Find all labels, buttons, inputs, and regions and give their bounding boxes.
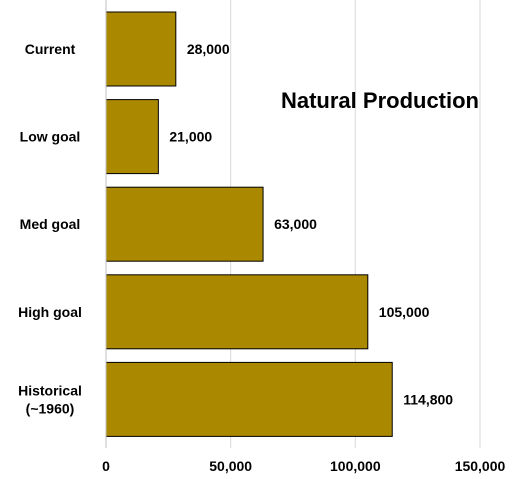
bar (105, 361, 393, 437)
category-label-line: Historical (18, 382, 82, 398)
category-label: Low goal (20, 129, 81, 145)
x-axis-ticks: 0 50,000 100,000 150,000 (102, 458, 505, 474)
x-tick-label: 150,000 (455, 458, 506, 474)
bars (105, 11, 393, 437)
category-label: Historical (~1960) (18, 382, 82, 416)
category-label: Med goal (20, 216, 81, 232)
data-label: 63,000 (274, 216, 317, 232)
bar (105, 274, 369, 350)
data-labels: 28,000 21,000 63,000 105,000 114,800 (169, 41, 453, 407)
category-label-line: Current (25, 41, 76, 57)
category-label-line: High goal (18, 304, 82, 320)
x-tick-label: 50,000 (209, 458, 252, 474)
chart-title: Natural Production (281, 88, 479, 113)
bar (105, 186, 264, 262)
data-label: 105,000 (379, 304, 430, 320)
category-label-line: (~1960) (26, 400, 75, 416)
x-tick-label: 100,000 (330, 458, 381, 474)
bar (105, 11, 177, 87)
category-labels: Current Low goal Med goal High goal Historic… (18, 41, 82, 416)
data-label: 28,000 (187, 41, 230, 57)
x-tick-label: 0 (102, 458, 110, 474)
bar (105, 99, 159, 175)
category-label-line: Low goal (20, 129, 81, 145)
category-label: Current (25, 41, 76, 57)
data-label: 21,000 (169, 129, 212, 145)
category-label: High goal (18, 304, 82, 320)
data-label: 114,800 (403, 391, 453, 407)
category-label-line: Med goal (20, 216, 81, 232)
